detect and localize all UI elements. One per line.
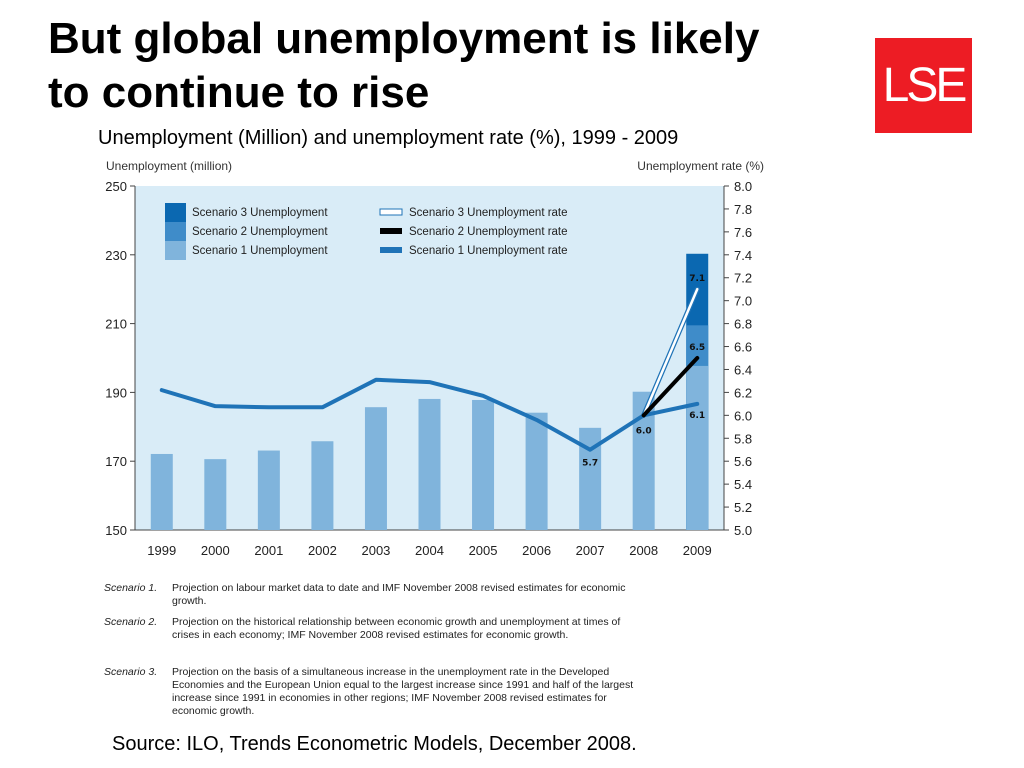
y-tick-label-left: 150 <box>105 523 127 538</box>
chart-subtitle: Unemployment (Million) and unemployment … <box>98 127 679 149</box>
x-tick-label: 2007 <box>576 543 605 558</box>
legend-label: Scenario 1 Unemployment rate <box>409 245 568 257</box>
scenario-note-1: Scenario 1. Projection on labour market … <box>104 582 634 608</box>
unemployment-chart: Unemployment (million) Unemployment rate … <box>105 159 764 558</box>
data-label: 6.5 <box>689 343 705 353</box>
legend-swatch-bar <box>165 241 186 260</box>
y-axis-title-right: Unemployment rate (%) <box>637 159 764 173</box>
y-tick-label-right: 6.4 <box>734 362 752 377</box>
bar-scenario-1-unemployment <box>311 441 334 530</box>
y-tick-label-left: 210 <box>105 317 127 332</box>
data-label: 6.1 <box>689 411 705 421</box>
legend-label: Scenario 2 Unemployment rate <box>409 226 568 238</box>
legend-swatch-line <box>380 247 402 253</box>
y-tick-label-right: 7.6 <box>734 225 752 240</box>
scenario-note-label: Scenario 3. <box>104 666 158 678</box>
bar-scenario-1-unemployment <box>150 453 173 530</box>
line-scenario-1-rate <box>159 377 700 452</box>
scenario-note-3: Scenario 3. Projection on the basis of a… <box>104 666 634 718</box>
scenario-note-label: Scenario 2. <box>104 616 158 628</box>
y-tick-label-right: 8.0 <box>734 179 752 194</box>
data-label: 5.7 <box>582 459 598 469</box>
y-tick-label-right: 6.0 <box>734 408 752 423</box>
x-tick-label: 2008 <box>629 543 658 558</box>
x-tick-label: 2000 <box>201 543 230 558</box>
x-tick-label: 2001 <box>254 543 283 558</box>
scenario-note-2: Scenario 2. Projection on the historical… <box>104 616 634 642</box>
x-tick-label: 2004 <box>415 543 444 558</box>
line-scenario-2-rate <box>641 356 700 418</box>
y-tick-label-right: 5.2 <box>734 500 752 515</box>
y-tick-label-right: 5.8 <box>734 431 752 446</box>
y-tick-label-right: 6.2 <box>734 385 752 400</box>
y-tick-label-right: 6.6 <box>734 340 752 355</box>
y-tick-label-right: 7.0 <box>734 294 752 309</box>
y-tick-label-right: 5.4 <box>734 477 752 492</box>
y-tick-label-left: 170 <box>105 454 127 469</box>
y-tick-label-right: 5.6 <box>734 454 752 469</box>
bar-scenario-1-unemployment <box>257 450 280 530</box>
legend-swatch-line <box>380 228 402 234</box>
x-tick-label: 2009 <box>683 543 712 558</box>
y-tick-label-left: 230 <box>105 248 127 263</box>
bar-scenario-1-unemployment <box>632 391 655 530</box>
slide-title: But global unemployment is likely to con… <box>48 14 760 117</box>
lse-logo: LSE <box>875 38 972 133</box>
x-tick-label: 2002 <box>308 543 337 558</box>
bar-scenario-1-unemployment <box>204 459 227 530</box>
legend-label: Scenario 2 Unemployment <box>192 226 328 238</box>
legend-swatch-bar <box>165 222 186 241</box>
y-tick-label-right: 7.8 <box>734 202 752 217</box>
data-label: 6.0 <box>636 426 652 436</box>
scenario-note-label: Scenario 1. <box>104 582 158 594</box>
line-scenario-3-rate <box>642 287 699 417</box>
y-tick-label-right: 5.0 <box>734 523 752 538</box>
bar-scenario-1-unemployment <box>364 407 387 530</box>
bar-scenario-1-unemployment <box>418 398 441 530</box>
legend-swatch-bar <box>165 203 186 222</box>
bar-scenario-1-unemployment <box>525 412 548 530</box>
x-tick-label: 2003 <box>361 543 390 558</box>
y-tick-label-right: 7.4 <box>734 248 752 263</box>
scenario-note-text: Projection on labour market data to date… <box>172 582 626 607</box>
legend-label: Scenario 3 Unemployment rate <box>409 207 568 219</box>
y-axis-title-left: Unemployment (million) <box>106 159 232 173</box>
y-tick-label-left: 190 <box>105 385 127 400</box>
legend-swatch-line <box>379 208 403 216</box>
data-label: 7.1 <box>689 274 705 284</box>
bar-scenario-1-unemployment <box>472 399 495 530</box>
x-tick-label: 1999 <box>147 543 176 558</box>
source-note: Source: ILO, Trends Econometric Models, … <box>112 733 637 755</box>
x-tick-label: 2006 <box>522 543 551 558</box>
y-tick-label-left: 250 <box>105 179 127 194</box>
bar-scenario-1-unemployment <box>579 427 602 530</box>
scenario-note-text: Projection on the basis of a simultaneou… <box>172 666 634 717</box>
x-tick-label: 2005 <box>469 543 498 558</box>
y-tick-label-right: 6.8 <box>734 317 752 332</box>
scenario-note-text: Projection on the historical relationshi… <box>172 616 621 641</box>
legend-label: Scenario 3 Unemployment <box>192 207 328 219</box>
y-tick-label-right: 7.2 <box>734 271 752 286</box>
legend-label: Scenario 1 Unemployment <box>192 245 328 257</box>
bar-scenario-1-unemployment <box>686 365 709 530</box>
